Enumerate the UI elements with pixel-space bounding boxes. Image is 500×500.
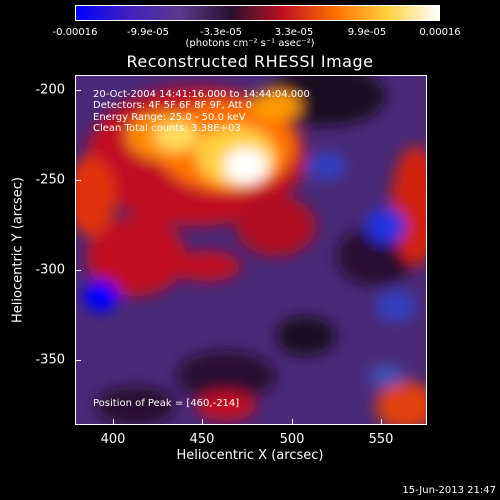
x-tick-label: 400 — [100, 432, 126, 447]
colorbar-tick: -0.00016 — [52, 27, 98, 38]
rhessi-image-map — [76, 76, 426, 424]
y-axis-label: Heliocentric Y (arcsec) — [10, 177, 26, 323]
clean-counts-annotation: Clean Total counts: 3.38E+03 — [93, 123, 241, 134]
image-blobs — [76, 76, 426, 424]
colorbar — [75, 5, 440, 21]
colorbar-tick: 9.9e-05 — [347, 27, 387, 38]
y-tick-label: -200 — [35, 82, 65, 98]
axis-tick-mark — [292, 419, 293, 425]
y-tick-label: -300 — [35, 262, 65, 278]
axis-tick-mark — [75, 270, 81, 271]
x-tick-label: 550 — [368, 432, 394, 447]
x-tick-label: 450 — [189, 432, 215, 447]
rhessi-image — [75, 75, 427, 425]
axis-tick-mark — [75, 360, 81, 361]
footer-timestamp: 15-Jun-2013 21:47 — [402, 485, 496, 496]
energy-range-annotation: Energy Range: 25.0 - 50.0 keV — [93, 112, 246, 123]
colorbar-units: (photons cm⁻² s⁻¹ asec⁻²) — [185, 38, 315, 49]
time-range-annotation: 20-Oct-2004 14:41:16.000 to 14:44:04.000 — [93, 89, 310, 100]
colorbar-tick: -9.9e-05 — [127, 27, 169, 38]
y-tick-label: -250 — [35, 172, 65, 188]
detectors-annotation: Detectors: 4F 5F 6F 8F 9F, Att 0 — [93, 100, 253, 111]
axis-tick-mark — [75, 180, 81, 181]
x-tick-label: 500 — [279, 432, 305, 447]
colorbar-tick: -3.3e-05 — [200, 27, 242, 38]
plot-title: Reconstructed RHESSI Image — [126, 52, 374, 71]
colorbar-tick: 0.00016 — [419, 27, 461, 38]
axis-tick-mark — [202, 419, 203, 425]
axis-tick-mark — [381, 419, 382, 425]
y-tick-label: -350 — [35, 352, 65, 368]
colorbar-tick: 3.3e-05 — [274, 27, 314, 38]
axis-tick-mark — [75, 90, 81, 91]
x-axis-label: Heliocentric X (arcsec) — [176, 448, 324, 463]
axis-tick-mark — [113, 419, 114, 425]
peak-position-annotation: Position of Peak = [460,-214] — [93, 398, 240, 409]
